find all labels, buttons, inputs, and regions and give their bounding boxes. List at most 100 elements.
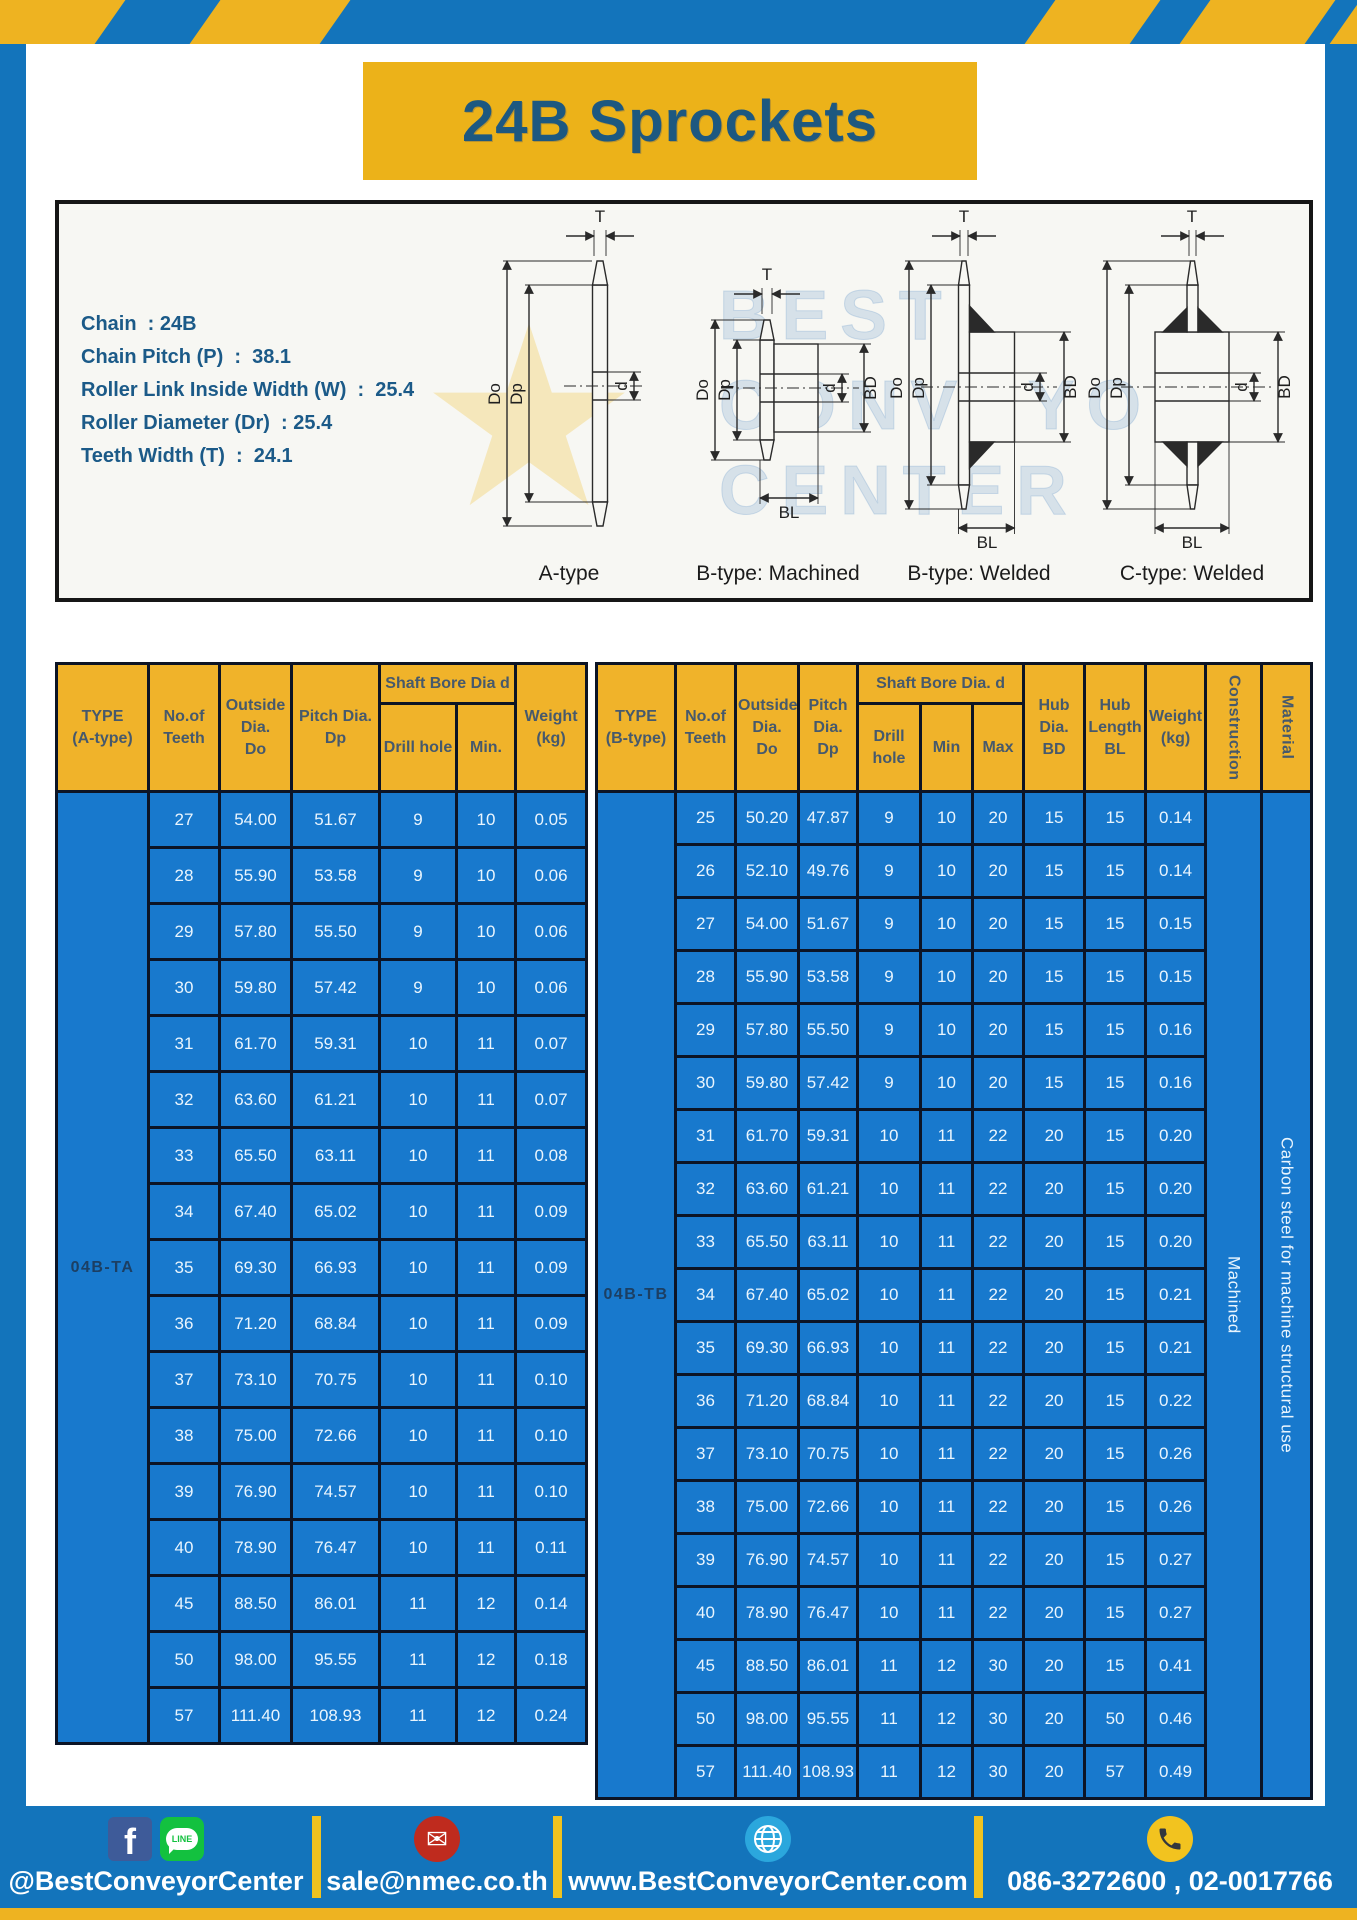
- cell-teeth: 31: [147, 1014, 221, 1073]
- table-row: 29 57.80 55.50 9 10 20 15 15 0.16: [597, 1002, 1312, 1058]
- col-header-construction: Construction: [1204, 662, 1264, 793]
- cell-hub-length: 15: [1083, 1267, 1148, 1323]
- col-header-pitch-dia: Pitch Dia. Dp: [290, 662, 381, 793]
- cell-min: 11: [455, 1182, 517, 1241]
- cell-pitch-dia: 72.66: [290, 1406, 381, 1465]
- cell-teeth: 40: [147, 1518, 221, 1577]
- cell-max: 20: [970, 843, 1026, 899]
- table-row: 33 65.50 63.11 10 11 0.08: [57, 1126, 588, 1185]
- cell-drill-hole: 10: [378, 1406, 458, 1465]
- cell-hub-dia: 15: [1022, 1055, 1087, 1111]
- svg-text:BL: BL: [977, 533, 998, 552]
- cell-min: 10: [455, 902, 517, 961]
- cell-max: 22: [970, 1320, 1026, 1376]
- cell-teeth: 26: [674, 843, 737, 899]
- cell-weight: 0.10: [514, 1350, 588, 1409]
- cell-pitch-dia: 70.75: [797, 1426, 859, 1482]
- cell-hub-dia: 20: [1022, 1373, 1087, 1429]
- svg-text:d: d: [1232, 382, 1251, 391]
- cell-teeth: 25: [674, 790, 737, 846]
- cell-outside-dia: 73.10: [218, 1350, 293, 1409]
- cell-teeth: 34: [147, 1182, 221, 1241]
- cell-outside-dia: 55.90: [734, 949, 800, 1005]
- cell-drill-hole: 9: [378, 790, 458, 849]
- cell-outside-dia: 111.40: [734, 1744, 800, 1800]
- cell-hub-dia: 20: [1022, 1691, 1087, 1747]
- cell-outside-dia: 75.00: [734, 1479, 800, 1535]
- svg-text:Dp: Dp: [715, 379, 734, 401]
- cell-hub-length: 15: [1083, 1002, 1148, 1058]
- table-row: 35 69.30 66.93 10 11 22 20 15 0.21: [597, 1320, 1312, 1376]
- cell-weight: 0.15: [1144, 896, 1208, 952]
- cell-max: 22: [970, 1585, 1026, 1641]
- cell-drill-hole: 11: [856, 1691, 922, 1747]
- cell-hub-length: 15: [1083, 1320, 1148, 1376]
- cell-pitch-dia: 63.11: [797, 1214, 859, 1270]
- construction-value: Machined: [1204, 790, 1264, 1800]
- table-row: 38 75.00 72.66 10 11 22 20 15 0.26: [597, 1479, 1312, 1535]
- svg-text:BD: BD: [1061, 375, 1080, 399]
- cell-max: 20: [970, 896, 1026, 952]
- cell-hub-dia: 15: [1022, 896, 1087, 952]
- cell-teeth: 45: [147, 1574, 221, 1633]
- svg-text:Dp: Dp: [507, 383, 526, 405]
- cell-teeth: 35: [674, 1320, 737, 1376]
- cell-outside-dia: 98.00: [218, 1630, 293, 1689]
- svg-text:Dp: Dp: [909, 377, 928, 399]
- cell-outside-dia: 63.60: [218, 1070, 293, 1129]
- cell-outside-dia: 63.60: [734, 1161, 800, 1217]
- cell-max: 22: [970, 1267, 1026, 1323]
- cell-drill-hole: 11: [378, 1686, 458, 1745]
- cell-weight: 0.11: [514, 1518, 588, 1577]
- cell-hub-length: 15: [1083, 1055, 1148, 1111]
- col-header-hub-length: Hub Length BL: [1083, 662, 1148, 793]
- table-row: 27 54.00 51.67 9 10 20 15 15 0.15: [597, 896, 1312, 952]
- table-row: 28 55.90 53.58 9 10 0.06: [57, 846, 588, 905]
- cell-pitch-dia: 49.76: [797, 843, 859, 899]
- cell-hub-dia: 20: [1022, 1585, 1087, 1641]
- cell-weight: 0.49: [1144, 1744, 1208, 1800]
- svg-text:Do: Do: [693, 379, 712, 401]
- cell-teeth: 33: [147, 1126, 221, 1185]
- cell-weight: 0.14: [1144, 790, 1208, 846]
- cell-min: 12: [919, 1744, 974, 1800]
- table-row: 31 61.70 59.31 10 11 22 20 15 0.20: [597, 1108, 1312, 1164]
- cell-outside-dia: 65.50: [218, 1126, 293, 1185]
- stripe-decoration: [189, 0, 351, 44]
- cell-pitch-dia: 68.84: [290, 1294, 381, 1353]
- cell-hub-length: 15: [1083, 1479, 1148, 1535]
- cell-min: 10: [455, 958, 517, 1017]
- cell-min: 10: [919, 1002, 974, 1058]
- cell-drill-hole: 9: [378, 846, 458, 905]
- email-icon: ✉: [414, 1816, 460, 1862]
- cell-pitch-dia: 59.31: [797, 1108, 859, 1164]
- cell-max: 22: [970, 1373, 1026, 1429]
- table-row: 39 76.90 74.57 10 11 0.10: [57, 1462, 588, 1521]
- cell-weight: 0.14: [514, 1574, 588, 1633]
- cell-max: 22: [970, 1532, 1026, 1588]
- top-border-band: [0, 0, 1357, 44]
- cell-teeth: 29: [147, 902, 221, 961]
- svg-text:d: d: [820, 383, 839, 392]
- cell-hub-length: 15: [1083, 949, 1148, 1005]
- cell-drill-hole: 10: [378, 1350, 458, 1409]
- diagram-label-a-type: A-type: [539, 562, 600, 585]
- cell-outside-dia: 88.50: [218, 1574, 293, 1633]
- cell-min: 11: [455, 1238, 517, 1297]
- cell-weight: 0.18: [514, 1630, 588, 1689]
- diagram-panel: Chain : 24B Chain Pitch (P) : 38.1 Rolle…: [55, 200, 1313, 602]
- cell-weight: 0.06: [514, 958, 588, 1017]
- cell-outside-dia: 111.40: [218, 1686, 293, 1745]
- cell-min: 10: [455, 790, 517, 849]
- cell-pitch-dia: 76.47: [797, 1585, 859, 1641]
- cell-drill-hole: 9: [856, 896, 922, 952]
- cell-pitch-dia: 57.42: [290, 958, 381, 1017]
- cell-teeth: 50: [147, 1630, 221, 1689]
- cell-teeth: 28: [674, 949, 737, 1005]
- svg-text:BD: BD: [861, 376, 880, 400]
- cell-outside-dia: 52.10: [734, 843, 800, 899]
- stripe-decoration: [1179, 0, 1336, 44]
- cell-teeth: 38: [674, 1479, 737, 1535]
- contact-footer: f LINE @BestConveyorCenter ✉ sale@nmec.c…: [0, 1806, 1357, 1908]
- cell-outside-dia: 73.10: [734, 1426, 800, 1482]
